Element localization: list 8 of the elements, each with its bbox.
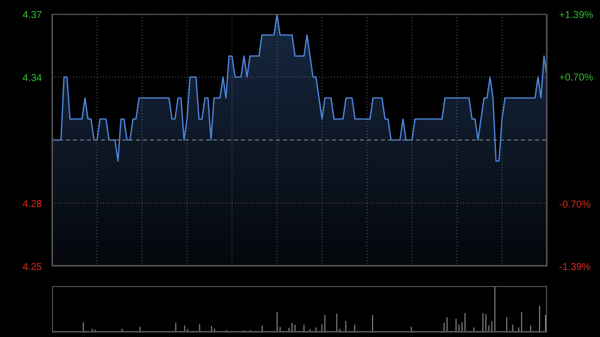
y-tick-label: 4.25 bbox=[22, 262, 42, 273]
y-tick-label: 4.34 bbox=[22, 73, 42, 84]
y2-tick-label: -1.39% bbox=[559, 262, 591, 273]
y-tick-label: 4.28 bbox=[22, 199, 42, 210]
y2-tick-label: +1.39% bbox=[559, 10, 594, 21]
y2-tick-label: -0.70% bbox=[559, 199, 591, 210]
y2-tick-label: +0.70% bbox=[559, 72, 594, 84]
y-tick-label: 4.37 bbox=[22, 10, 42, 21]
